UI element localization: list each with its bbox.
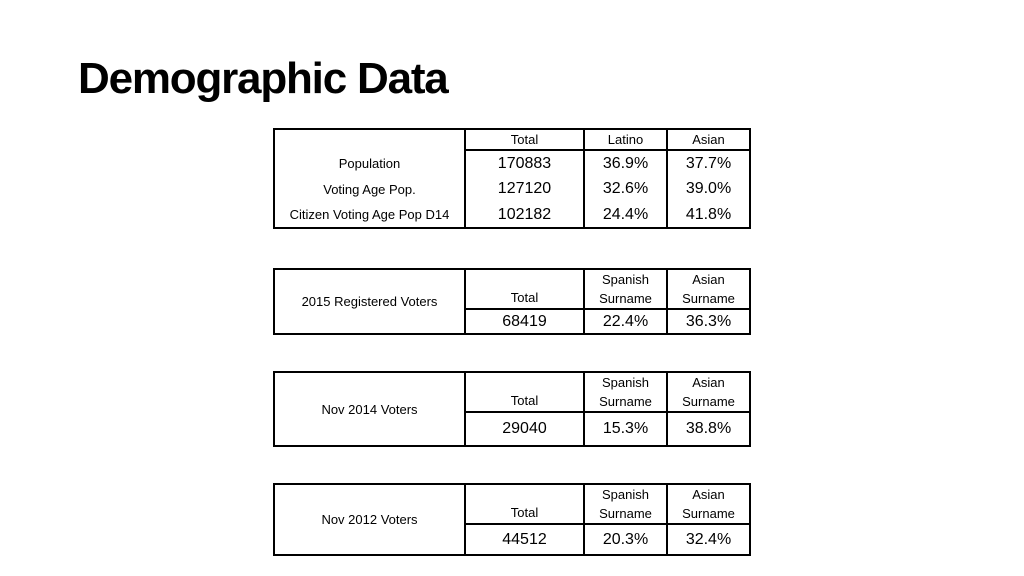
latino-value: 36.9% [584, 150, 668, 176]
total-value: 127120 [465, 176, 585, 202]
header-asian: Asian [667, 128, 751, 151]
row-label: Nov 2014 Voters [273, 371, 466, 447]
spanish-surname-value: 20.3% [584, 524, 668, 556]
header-spanish-surname: Spanish Surname [584, 483, 668, 525]
total-value: 68419 [465, 308, 585, 335]
table-row: Voting Age Pop. 127120 32.6% 39.0% [273, 176, 751, 202]
total-value: 29040 [465, 412, 585, 447]
latino-value: 32.6% [584, 176, 668, 202]
spanish-surname-value: 22.4% [584, 308, 668, 335]
asian-value: 37.7% [667, 150, 751, 176]
header-total: Total [465, 483, 585, 525]
header-asian-surname: Asian Surname [667, 268, 751, 309]
row-label: Population [273, 150, 466, 176]
asian-value: 41.8% [667, 202, 751, 229]
corner-cell [273, 128, 466, 150]
registered-voters-2015-table: 2015 Registered Voters Total Spanish Surn… [273, 268, 751, 335]
page-title: Demographic Data [78, 54, 449, 103]
header-asian-surname: Asian Surname [667, 371, 751, 413]
header-total: Total [465, 268, 585, 309]
asian-surname-value: 32.4% [667, 524, 751, 556]
table-row: 68419 22.4% 36.3% [274, 308, 751, 335]
table-row: Citizen Voting Age Pop D14 102182 24.4% … [273, 202, 751, 229]
spanish-surname-value: 15.3% [584, 412, 668, 447]
voters-nov-2012-table: Nov 2012 Voters Total Spanish Surname Asi… [273, 483, 751, 556]
header-asian-surname: Asian Surname [667, 483, 751, 525]
header-latino: Latino [584, 128, 668, 151]
latino-value: 24.4% [584, 202, 668, 229]
header-spanish-surname: Spanish Surname [584, 268, 668, 309]
row-label: Citizen Voting Age Pop D14 [273, 202, 466, 229]
asian-value: 39.0% [667, 176, 751, 202]
row-label: Nov 2012 Voters [273, 483, 466, 556]
table-row: 44512 20.3% 32.4% [274, 524, 751, 556]
header-spanish-surname: Spanish Surname [584, 371, 668, 413]
table-row: 29040 15.3% 38.8% [274, 412, 751, 447]
header-total: Total [465, 371, 585, 413]
row-label: 2015 Registered Voters [273, 268, 466, 335]
voters-nov-2014-table: Nov 2014 Voters Total Spanish Surname Asi… [273, 371, 751, 447]
header-total: Total [465, 128, 585, 151]
population-table: Total Latino Asian Population 170883 36.… [273, 128, 751, 229]
asian-surname-value: 36.3% [667, 308, 751, 335]
asian-surname-value: 38.8% [667, 412, 751, 447]
total-value: 170883 [465, 150, 585, 176]
total-value: 102182 [465, 202, 585, 229]
total-value: 44512 [465, 524, 585, 556]
row-label: Voting Age Pop. [273, 176, 466, 202]
table-row: Population 170883 36.9% 37.7% [273, 150, 751, 176]
